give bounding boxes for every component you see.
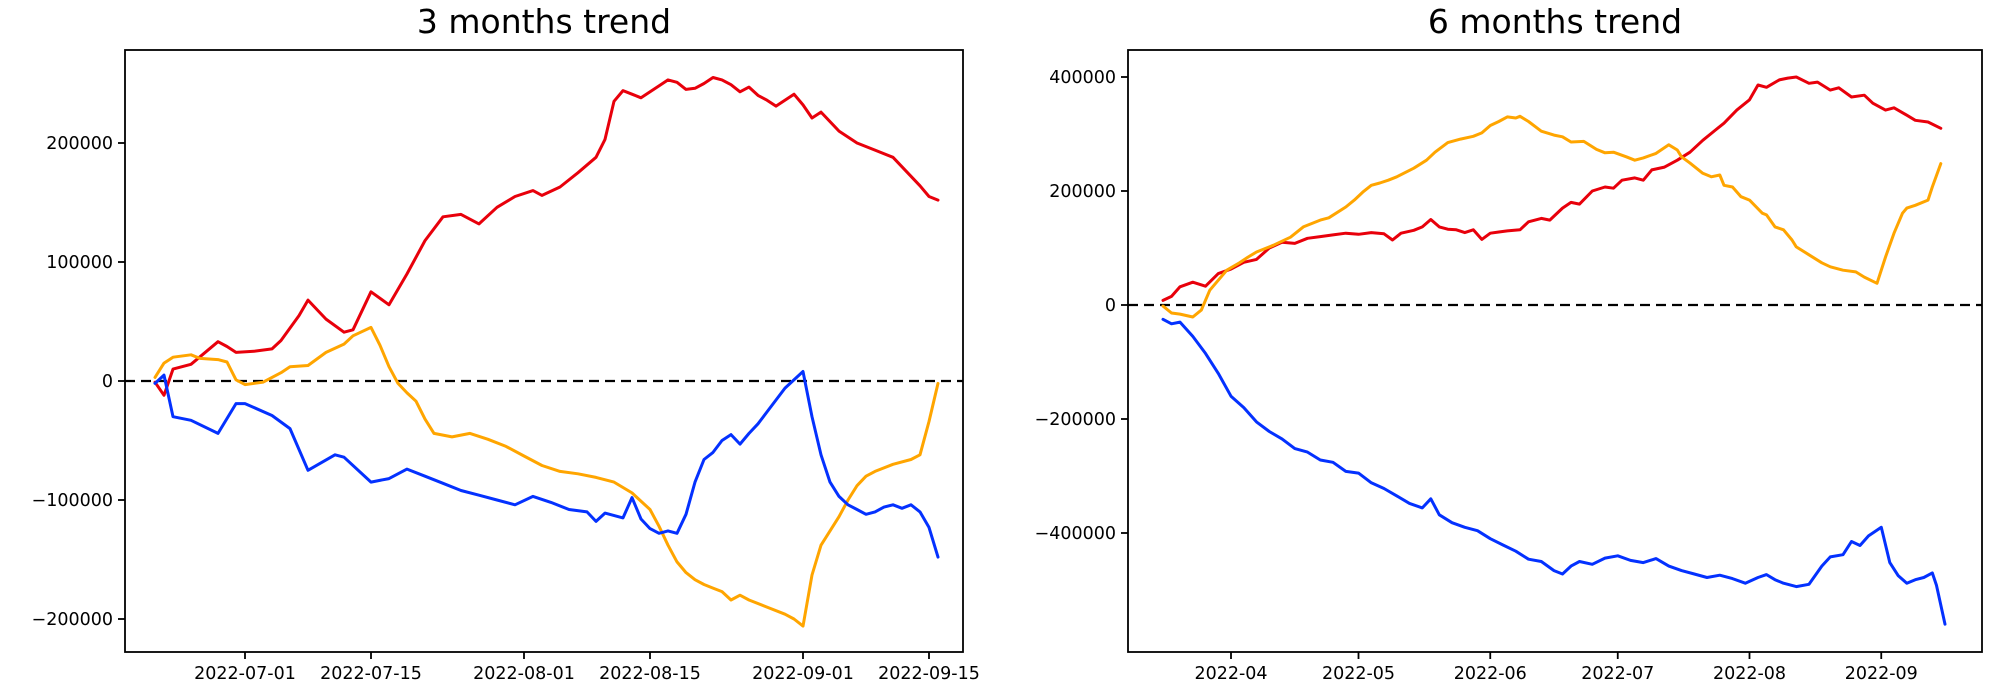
right-panel-title: 6 months trend (1427, 2, 1683, 41)
x-axis-tick-label: 2022-09-15 (878, 664, 980, 684)
y-axis-tick-label: 0 (1105, 296, 1116, 316)
x-axis-tick-label: 2022-09 (1845, 664, 1918, 684)
series-line-orange (153, 325, 940, 628)
y-axis-tick-label: 100000 (46, 253, 113, 273)
panel-left: 2022-07-01 2022-07-15 2022-08-01 2022-08-15… (32, 49, 980, 684)
axes-border (1127, 49, 1983, 653)
y-axis-tick-label: −200000 (32, 610, 113, 630)
x-axis-tick-label: 2022-08-01 (473, 664, 575, 684)
y-axis-tick-label: 0 (102, 372, 113, 392)
left-panel-title: 3 months trend (416, 2, 672, 41)
series-line-red (1161, 75, 1943, 302)
axes-border (124, 49, 964, 653)
panel-right: 2022-04 2022-05 2022-06 2022-07 2022-08 2022-… (1035, 49, 1983, 684)
x-axis-tick-label: 2022-04 (1194, 664, 1267, 684)
y-axis-tick-label: −100000 (32, 491, 113, 511)
y-axis-tick-label: −200000 (1035, 410, 1116, 430)
series-line-blue (1161, 317, 1947, 626)
x-axis-tick-label: 2022-06 (1454, 664, 1527, 684)
x-axis-tick-label: 2022-05 (1322, 664, 1395, 684)
y-axis-tick-label: 200000 (1049, 182, 1116, 202)
x-axis-tick-label: 2022-09-01 (752, 664, 854, 684)
y-axis-tick-label: 400000 (1049, 68, 1116, 88)
x-axis-tick-label: 2022-08 (1713, 664, 1786, 684)
x-axis-tick-label: 2022-08-15 (599, 664, 701, 684)
y-axis-tick-label: 200000 (46, 134, 113, 154)
y-axis-tick-label: −400000 (1035, 524, 1116, 544)
x-axis-tick-label: 2022-07 (1581, 664, 1654, 684)
x-axis-tick-label: 2022-07-15 (320, 664, 422, 684)
series-line-red (153, 76, 940, 397)
series-line-blue (153, 370, 940, 559)
x-axis-tick-label: 2022-07-01 (194, 664, 296, 684)
series-line-orange (1161, 114, 1943, 319)
